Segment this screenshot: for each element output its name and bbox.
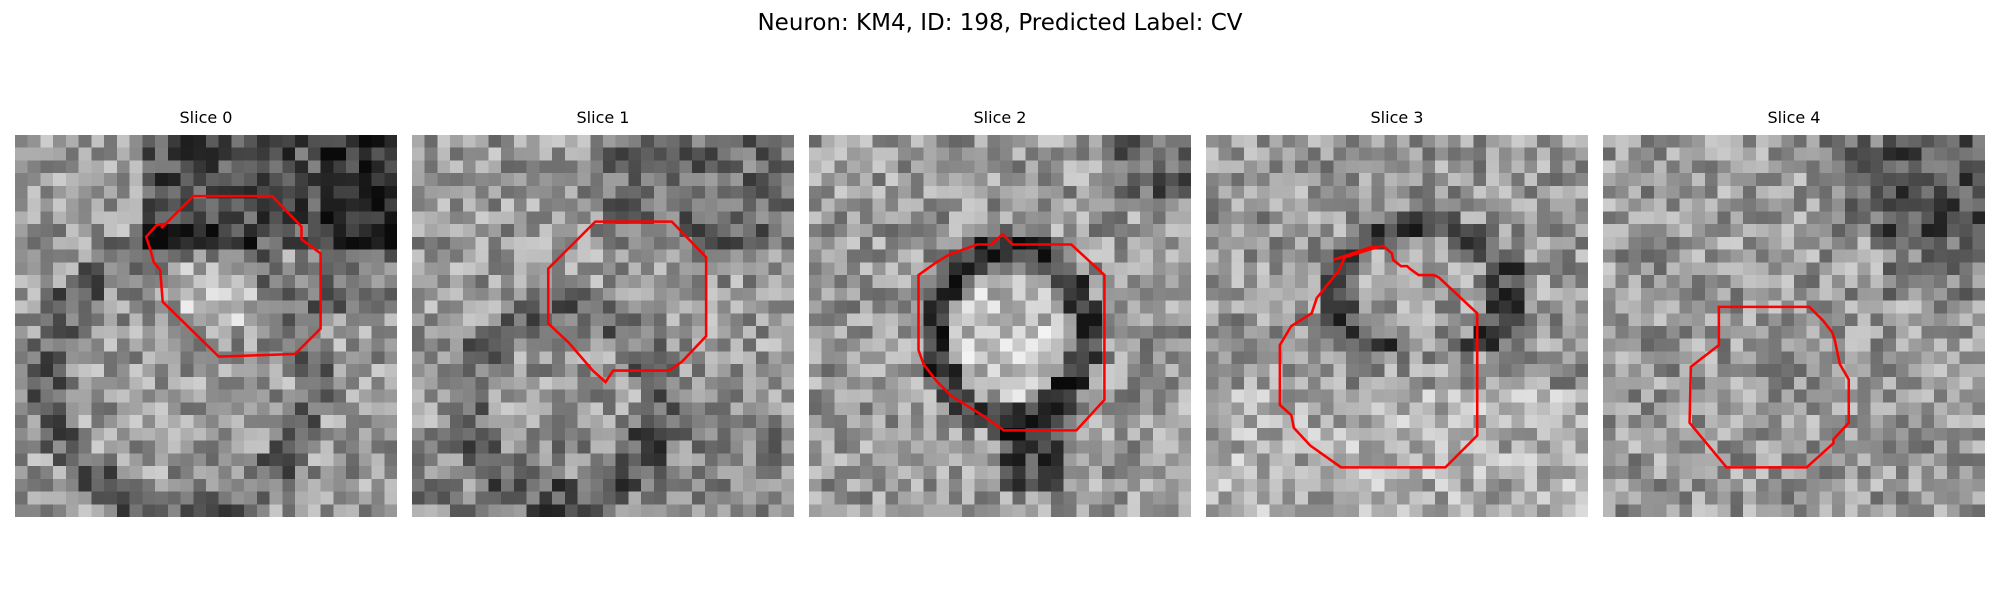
slice-panel-2: Slice 2 <box>809 108 1191 517</box>
slice-title-3: Slice 3 <box>1370 108 1424 127</box>
slice-title-0: Slice 0 <box>179 108 233 127</box>
slice-panel-0: Slice 0 <box>15 108 397 517</box>
slice-image-1 <box>412 135 794 517</box>
slice-title-1: Slice 1 <box>576 108 630 127</box>
segmentation-outline <box>917 232 1106 432</box>
slice-panel-1: Slice 1 <box>412 108 794 517</box>
slice-title-4: Slice 4 <box>1767 108 1821 127</box>
segmentation-outline <box>546 220 708 384</box>
slice-image-2 <box>809 135 1191 517</box>
slice-panel-4: Slice 4 <box>1603 108 1985 517</box>
figure-title: Neuron: KM4, ID: 198, Predicted Label: C… <box>757 10 1243 36</box>
slice-image-3 <box>1206 135 1588 517</box>
slice-image-4 <box>1603 135 1985 517</box>
slice-image-0 <box>15 135 397 517</box>
segmentation-outline <box>144 194 322 358</box>
segmentation-outline <box>1278 244 1479 469</box>
slice-title-2: Slice 2 <box>973 108 1027 127</box>
segmentation-outline <box>1688 305 1851 469</box>
slice-panel-3: Slice 3 <box>1206 108 1588 517</box>
